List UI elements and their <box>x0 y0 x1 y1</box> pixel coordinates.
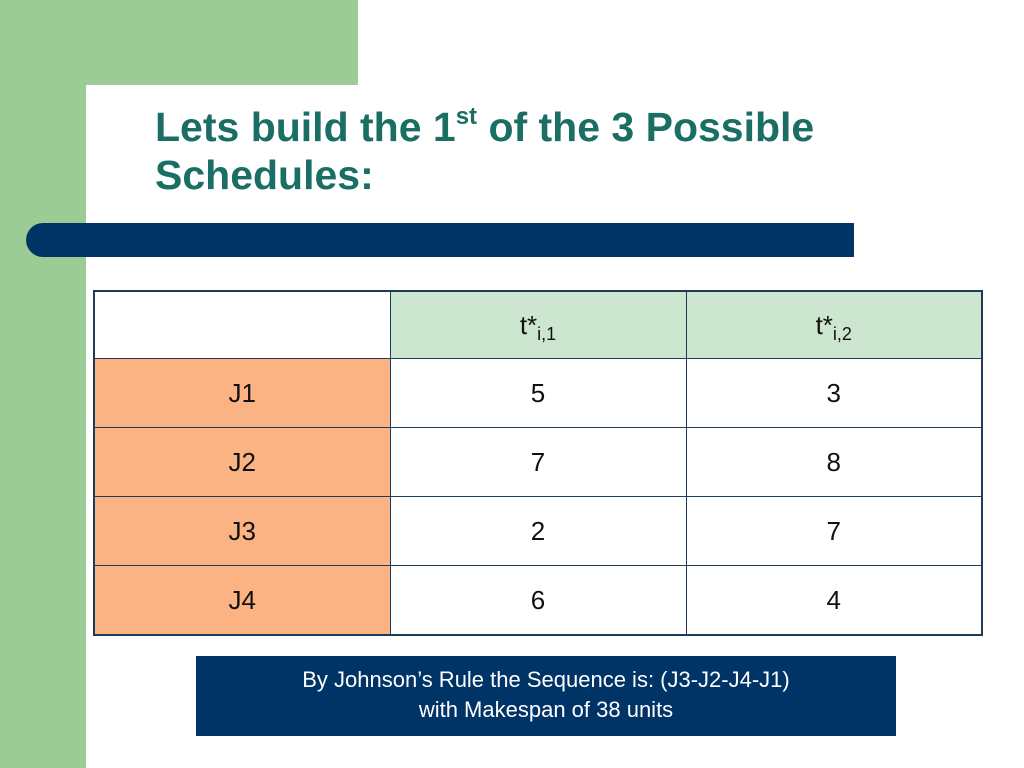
panel-corner <box>86 85 156 155</box>
table-row: J1 5 3 <box>93 358 983 428</box>
top-green-band <box>86 0 358 85</box>
column-header-base: t* <box>815 309 833 340</box>
header-blank-cell <box>93 290 391 359</box>
table-row: J2 7 8 <box>93 427 983 497</box>
time-cell: 4 <box>685 565 983 636</box>
note-line-1: By Johnson’s Rule the Sequence is: (J3-J… <box>302 667 790 692</box>
time-cell: 7 <box>685 496 983 566</box>
time-cell: 7 <box>389 427 687 497</box>
time-cell: 5 <box>389 358 687 428</box>
column-header-subscript: i,1 <box>537 323 557 344</box>
slide-title: Lets build the 1st of the 3 Possible Sch… <box>155 103 975 199</box>
column-header-machine-2: t*i,2 <box>685 290 983 359</box>
title-divider-bar <box>26 223 854 257</box>
time-cell: 3 <box>685 358 983 428</box>
title-part1: Lets build the 1 <box>155 104 456 150</box>
title-part2: of the 3 Possible Schedules: <box>155 104 815 198</box>
time-cell: 8 <box>685 427 983 497</box>
column-header-subscript: i,2 <box>832 323 852 344</box>
note-line-2: with Makespan of 38 units <box>418 697 674 722</box>
time-cell: 6 <box>389 565 687 636</box>
result-note-box: By Johnson’s Rule the Sequence is: (J3-J… <box>196 656 896 736</box>
table-row: J3 2 7 <box>93 496 983 566</box>
column-header-base: t* <box>519 309 538 340</box>
column-header-machine-1: t*i,1 <box>389 290 687 359</box>
table-header-row: t*i,1 t*i,2 <box>93 290 983 359</box>
job-label-cell: J2 <box>93 427 391 497</box>
time-cell: 2 <box>389 496 687 566</box>
job-label-cell: J1 <box>93 358 391 428</box>
table-row: J4 6 4 <box>93 565 983 636</box>
left-green-band <box>0 0 86 768</box>
processing-times-table: t*i,1 t*i,2 J1 5 3 J2 7 8 J3 2 7 J4 6 4 <box>93 290 983 636</box>
title-superscript: st <box>455 103 478 130</box>
job-label-cell: J3 <box>93 496 391 566</box>
job-label-cell: J4 <box>93 565 391 636</box>
